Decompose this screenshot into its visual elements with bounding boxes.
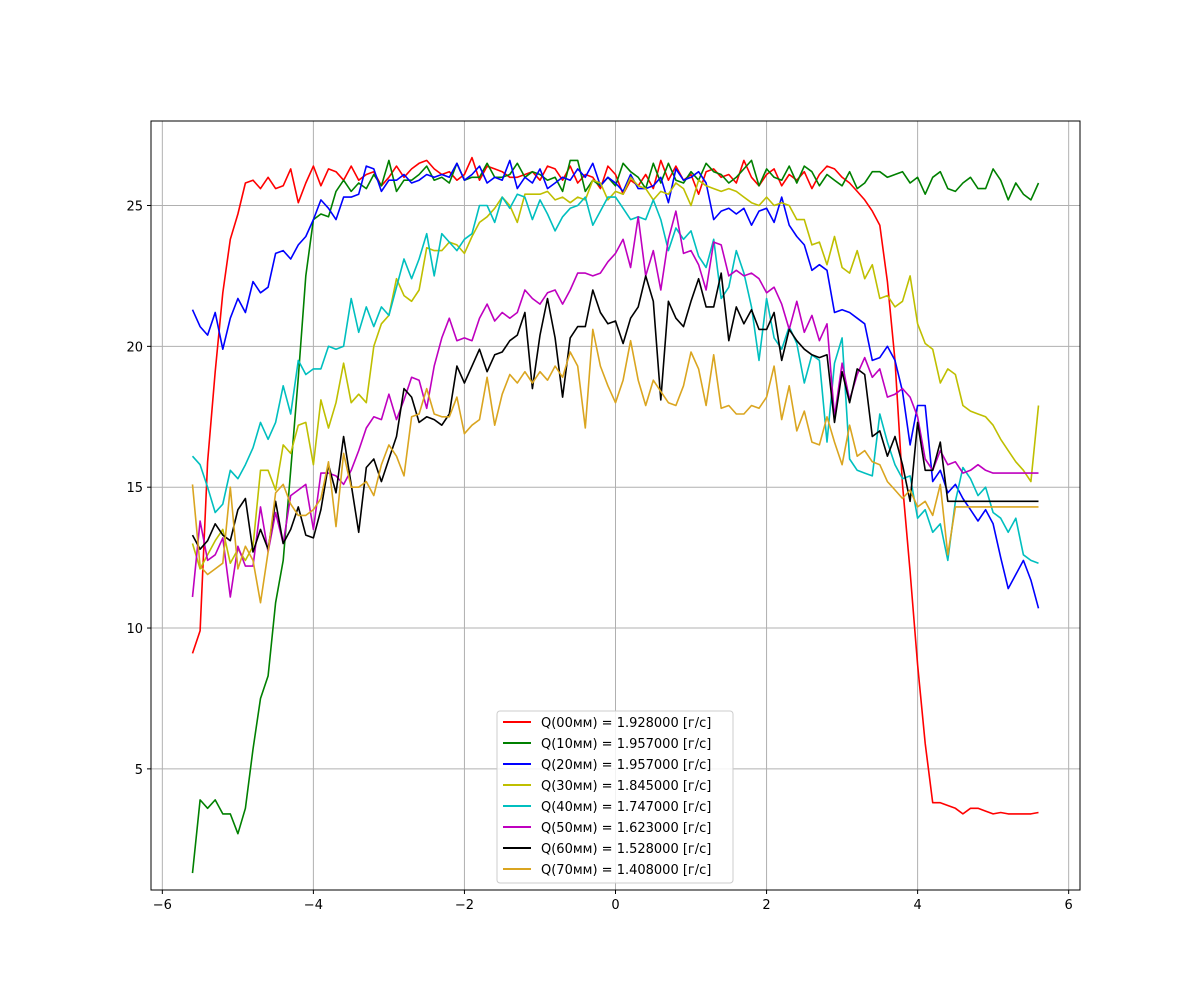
y-tick-label: 25 [126, 200, 143, 215]
x-tick-label: 6 [1065, 898, 1073, 913]
legend-label: Q(50мм) = 1.623000 [г/с] [541, 821, 711, 836]
series-line-1 [191, 159, 1040, 874]
y-tick-label: 20 [126, 340, 143, 355]
legend-label: Q(20мм) = 1.957000 [г/с] [541, 758, 711, 773]
x-tick-label: 2 [762, 898, 770, 913]
x-tick-label: −6 [153, 898, 172, 913]
x-tick-label: −4 [304, 898, 323, 913]
legend-box [496, 710, 734, 884]
y-tick-label: 15 [126, 481, 143, 496]
x-tick-label: 0 [611, 898, 619, 913]
y-tick-label: 10 [126, 622, 143, 637]
series-line-6 [191, 272, 1039, 553]
x-axis: −6 −4 −2 0 2 4 6 [153, 890, 1073, 913]
grid-lines [151, 121, 1080, 890]
legend-label: Q(10мм) = 1.957000 [г/с] [541, 737, 711, 752]
series-line-7 [191, 328, 1039, 604]
series-line-3 [191, 176, 1040, 570]
x-tick-label: 4 [913, 898, 921, 913]
series-line-0 [191, 156, 1039, 815]
series-line-2 [191, 159, 1040, 609]
legend-label: Q(70мм) = 1.408000 [г/с] [541, 863, 711, 878]
series-lines [191, 156, 1040, 874]
series-line-5 [191, 210, 1039, 598]
y-axis: 5 10 15 20 25 [126, 200, 151, 778]
legend-label: Q(00мм) = 1.928000 [г/с] [541, 716, 711, 731]
y-tick-label: 5 [135, 763, 143, 778]
x-tick-label: −2 [455, 898, 474, 913]
legend: Q(00мм) = 1.928000 [г/с] Q(10мм) = 1.9570… [496, 710, 734, 884]
legend-label: Q(60мм) = 1.528000 [г/с] [541, 842, 711, 857]
legend-label: Q(30мм) = 1.845000 [г/с] [541, 779, 711, 794]
series-line-4 [191, 193, 1039, 564]
legend-label: Q(40мм) = 1.747000 [г/с] [541, 800, 711, 815]
